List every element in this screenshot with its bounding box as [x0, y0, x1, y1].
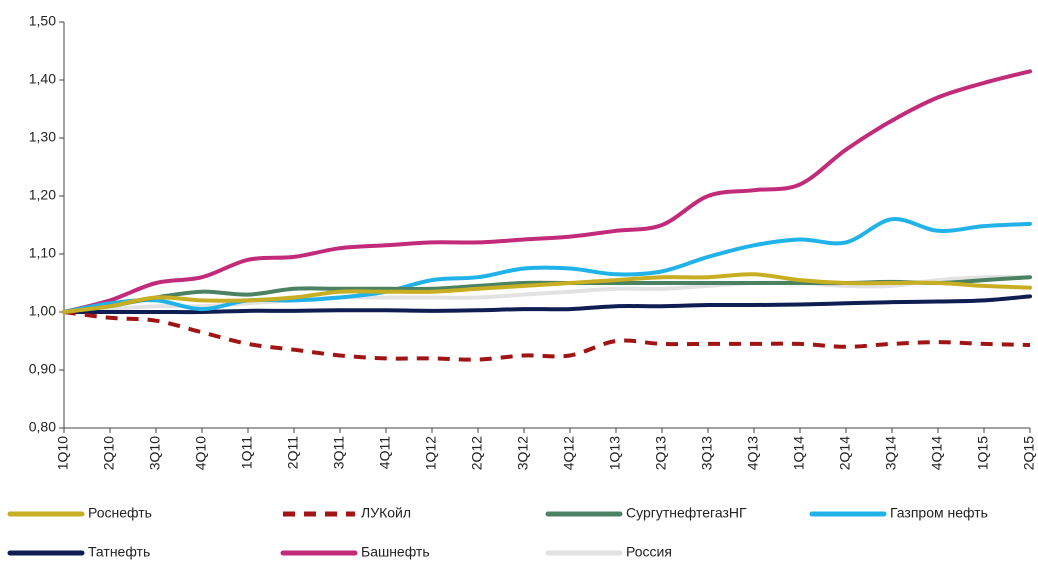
series-line	[62, 217, 1032, 314]
x-tick-label: 1Q12	[423, 436, 439, 470]
x-tick-label: 3Q12	[515, 436, 531, 470]
x-tick-label: 3Q11	[331, 436, 347, 469]
legend-label: СургутнефтегазНГ	[626, 505, 747, 521]
y-tick-label: 0,80	[29, 419, 56, 435]
legend-label: Роснефть	[88, 505, 152, 521]
x-tick-label: 4Q13	[745, 436, 761, 470]
x-tick-label: 2Q15	[1021, 436, 1037, 470]
legend-label: Россия	[626, 544, 672, 560]
x-tick-label: 2Q10	[101, 436, 117, 470]
legend-label: Татнефть	[88, 544, 150, 560]
y-tick-label: 1,20	[29, 187, 56, 203]
x-tick-label: 2Q11	[285, 436, 301, 469]
x-tick-label: 2Q14	[837, 436, 853, 470]
x-tick-label: 2Q12	[469, 436, 485, 470]
x-tick-label: 2Q13	[653, 436, 669, 470]
x-tick-label: 4Q11	[377, 436, 393, 469]
x-tick-label: 1Q13	[607, 436, 623, 470]
x-tick-label: 1Q15	[975, 436, 991, 470]
x-tick-label: 4Q12	[561, 436, 577, 470]
legend-label: Газпром нефть	[890, 505, 988, 521]
y-tick-label: 1,00	[29, 303, 56, 319]
legend-label: Башнефть	[361, 544, 430, 560]
y-tick-label: 1,50	[29, 13, 56, 29]
x-tick-label: 1Q11	[239, 436, 255, 469]
y-tick-label: 1,30	[29, 129, 56, 145]
series-line	[62, 272, 1032, 314]
legend-label: ЛУКойл	[361, 505, 411, 521]
x-tick-label: 3Q14	[883, 436, 899, 470]
series-line	[62, 294, 1032, 315]
series-line	[62, 69, 1032, 314]
x-tick-label: 4Q10	[193, 436, 209, 470]
x-tick-label: 1Q14	[791, 436, 807, 470]
y-tick-label: 0,90	[29, 361, 56, 377]
x-tick-label: 4Q14	[929, 436, 945, 470]
x-tick-label: 3Q10	[147, 436, 163, 470]
y-tick-label: 1,10	[29, 245, 56, 261]
series-line	[63, 310, 1031, 362]
y-tick-label: 1,40	[29, 71, 56, 87]
x-tick-label: 3Q13	[699, 436, 715, 470]
x-tick-label: 1Q10	[55, 436, 71, 470]
